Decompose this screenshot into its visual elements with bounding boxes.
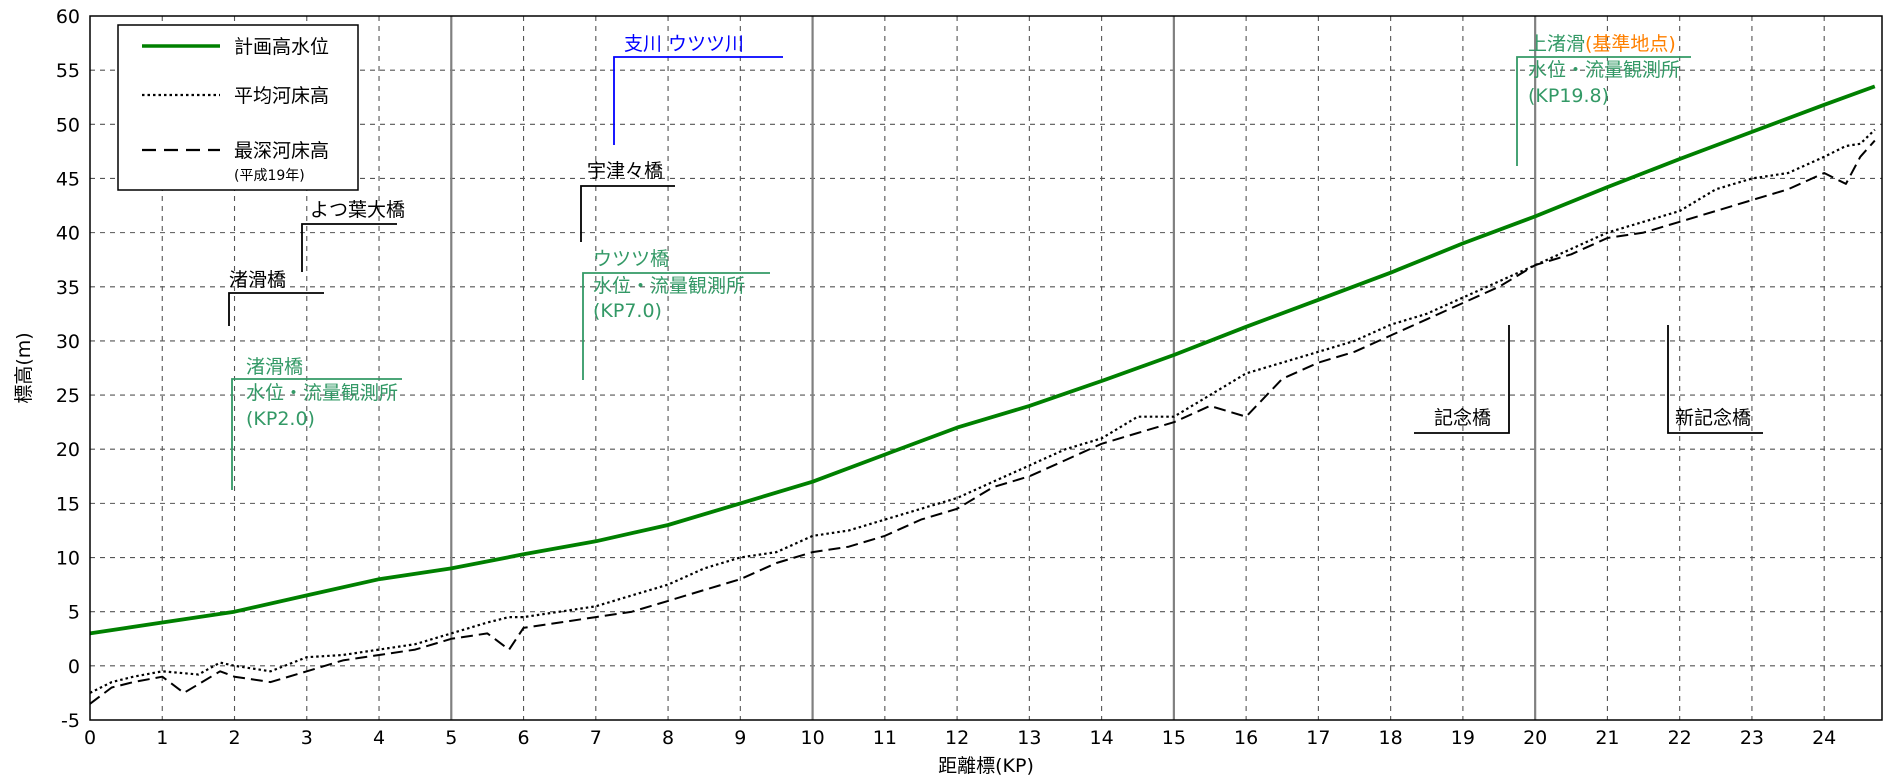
legend-label-design-flood-level: 計画高水位 — [234, 36, 329, 58]
annotation-shokotsu-station-kp: (KP2.0) — [246, 408, 315, 430]
annotation-kami-shokotsu-kp: (KP19.8) — [1528, 85, 1609, 107]
y-tick-label: -5 — [61, 710, 80, 732]
annotation-reference-point: (基準地点) — [1585, 33, 1676, 55]
y-tick-label: 40 — [56, 223, 80, 245]
legend-label-average-bed: 平均河床高 — [234, 85, 329, 107]
x-tick-label: 14 — [1090, 727, 1114, 749]
x-tick-label: 20 — [1523, 727, 1547, 749]
x-tick-label: 7 — [590, 727, 602, 749]
y-axis-title: 標高(m) — [13, 332, 35, 403]
x-tick-label: 21 — [1595, 727, 1619, 749]
annotation-tsuttsu-river: 支川 ウツツ川 — [624, 33, 744, 55]
legend-box — [117, 24, 359, 191]
y-tick-label: 5 — [68, 602, 80, 624]
y-tick-label: 50 — [56, 114, 80, 136]
x-tick-label: 13 — [1017, 727, 1041, 749]
series-layer — [89, 84, 1876, 705]
x-tick-label: 3 — [301, 727, 313, 749]
x-tick-label: 1 — [156, 727, 168, 749]
x-tick-label: 10 — [800, 727, 824, 749]
y-tick-label: 10 — [56, 548, 80, 570]
y-tick-label: 25 — [56, 385, 80, 407]
series-line-1 — [89, 84, 1876, 636]
shokotsu-station-marker — [231, 378, 402, 490]
utsutsu-bridge-marker — [580, 185, 675, 242]
legend: 計画高水位 平均河床高 最深河床高 (平成19年) — [117, 24, 359, 191]
annotation-kinen-bridge: 記念橋 — [1434, 406, 1491, 429]
x-tick-label: 19 — [1451, 727, 1475, 749]
series-line-2 — [89, 128, 1876, 694]
annotation-kami-shokotsu-name: 上渚滑 — [1528, 33, 1585, 55]
annotation-yotsuba-bridge: よつ葉大橋 — [310, 199, 405, 221]
y-tick-label: 30 — [56, 331, 80, 353]
x-tick-label: 22 — [1668, 727, 1692, 749]
x-tick-label: 2 — [228, 727, 240, 749]
y-tick-label: 60 — [56, 6, 80, 28]
x-tick-label: 23 — [1740, 727, 1764, 749]
x-tick-label: 12 — [945, 727, 969, 749]
x-tick-label: 16 — [1234, 727, 1258, 749]
y-tick-label: 0 — [68, 656, 80, 678]
x-tick-label: 6 — [518, 727, 530, 749]
x-tick-label: 8 — [662, 727, 674, 749]
plot-frame — [89, 15, 1883, 721]
annotation-lines — [228, 56, 1763, 490]
x-tick-label: 17 — [1306, 727, 1330, 749]
x-tick-label: 4 — [373, 727, 385, 749]
y-tick-label: 45 — [56, 168, 80, 190]
x-tick-label: 0 — [84, 727, 96, 749]
x-tick-label: 11 — [873, 727, 897, 749]
x-tick-label: 18 — [1379, 727, 1403, 749]
y-tick-label: 55 — [56, 60, 80, 82]
x-tick-label: 5 — [445, 727, 457, 749]
tsuttsu-tributary-marker — [613, 56, 783, 145]
y-tick-label: 35 — [56, 277, 80, 299]
kami-shokotsu-station-marker — [1516, 56, 1691, 166]
annotation-shokotsu-station-name: 渚滑橋 — [246, 356, 303, 378]
annotation-utsutsu-station-name: ウツツ橋 — [593, 248, 669, 270]
x-tick-label: 9 — [734, 727, 746, 749]
y-tick-label: 15 — [56, 493, 80, 515]
annotation-shokotsu-bridge: 渚滑橋 — [229, 269, 286, 291]
x-tick-label: 15 — [1162, 727, 1186, 749]
annotation-shin-kinen-bridge: 新記念橋 — [1675, 406, 1751, 429]
annotation-kami-shokotsu-title: 上渚滑(基準地点) — [1528, 33, 1676, 55]
grid — [90, 16, 1882, 720]
x-axis-title: 距離標(KP) — [938, 755, 1034, 777]
kinen-bridge-marker — [1414, 325, 1510, 434]
x-tick-label: 24 — [1812, 727, 1836, 749]
legend-label-deepest-bed: 最深河床高 — [234, 140, 329, 162]
shokotsu-bridge-marker — [228, 292, 324, 326]
series-line-3 — [89, 139, 1876, 705]
y-tick-label: 20 — [56, 439, 80, 461]
shin-kinen-bridge-marker — [1667, 325, 1763, 434]
annotation-kami-shokotsu-type: 水位・流量観測所 — [1528, 59, 1680, 81]
yotsuba-bridge-marker — [301, 223, 397, 272]
annotation-texts: 支川 ウツツ川 宇津々橋 よつ葉大橋 渚滑橋 ウツツ橋 水位・流量観測所 (KP… — [229, 33, 1751, 430]
annotation-utsutsu-bridge: 宇津々橋 — [587, 160, 663, 182]
utsutsu-station-marker — [582, 272, 770, 380]
annotation-utsutsu-station-type: 水位・流量観測所 — [593, 275, 745, 297]
annotation-utsutsu-station-kp: (KP7.0) — [593, 300, 662, 322]
annotation-shokotsu-station-type: 水位・流量観測所 — [246, 382, 398, 404]
legend-note-year: (平成19年) — [234, 168, 305, 184]
